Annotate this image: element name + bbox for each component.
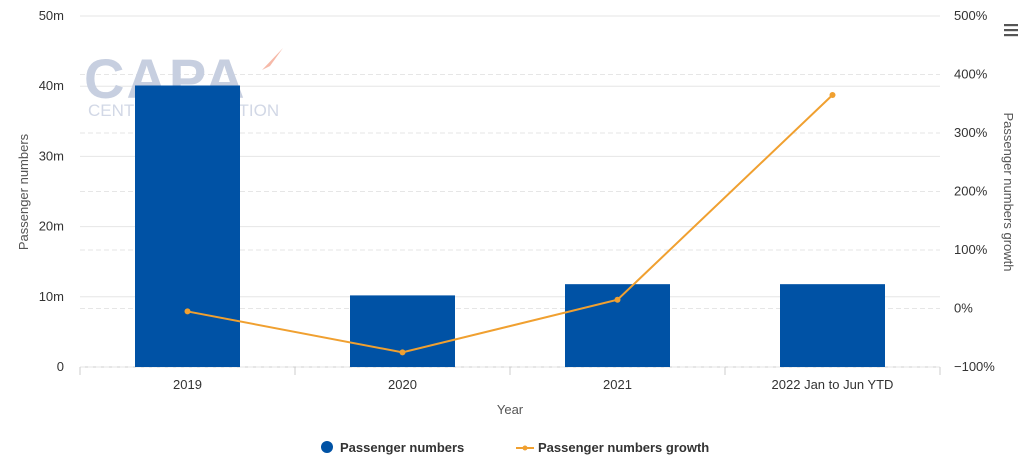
left-axis-title: Passenger numbers bbox=[16, 133, 31, 250]
growth-point[interactable] bbox=[614, 296, 621, 303]
watermark-plane-icon bbox=[262, 48, 283, 70]
growth-point[interactable] bbox=[184, 308, 191, 315]
right-axis-ticks: −100% 0% 100% 200% 300% 400% 500% bbox=[954, 8, 995, 374]
bar[interactable] bbox=[135, 85, 240, 368]
legend-bar-marker bbox=[321, 441, 333, 453]
legend-item-passenger-numbers-growth[interactable]: Passenger numbers growth bbox=[516, 440, 709, 455]
right-axis-title: Passenger numbers growth bbox=[1001, 113, 1016, 272]
right-axis-tick-label: 400% bbox=[954, 67, 988, 82]
legend: Passenger numbers Passenger numbers grow… bbox=[321, 440, 709, 455]
left-axis-tick-label: 40m bbox=[39, 78, 64, 93]
left-axis-tick-label: 0 bbox=[57, 359, 64, 374]
left-axis-ticks: 0 10m 20m 30m 40m 50m bbox=[39, 8, 64, 374]
x-tick-label: 2020 bbox=[388, 377, 417, 392]
bar[interactable] bbox=[565, 284, 670, 367]
x-axis-title: Year bbox=[497, 402, 524, 417]
right-axis-tick-label: 500% bbox=[954, 8, 988, 23]
x-axis-ticks: 2019 2020 2021 2022 Jan to Jun YTD bbox=[79, 367, 941, 392]
growth-point[interactable] bbox=[829, 91, 836, 98]
bar[interactable] bbox=[780, 284, 885, 367]
hamburger-menu-icon[interactable] bbox=[1002, 21, 1020, 39]
growth-line bbox=[187, 94, 834, 354]
right-axis-tick-label: 200% bbox=[954, 184, 988, 199]
right-axis-tick-label: 0% bbox=[954, 301, 973, 316]
legend-item-passenger-numbers[interactable]: Passenger numbers bbox=[321, 440, 464, 455]
legend-label-passenger-numbers-growth: Passenger numbers growth bbox=[538, 440, 709, 455]
right-axis-tick-label: 300% bbox=[954, 125, 988, 140]
left-axis-tick-label: 50m bbox=[39, 8, 64, 23]
left-axis-tick-label: 30m bbox=[39, 148, 64, 163]
x-tick-label: 2021 bbox=[603, 377, 632, 392]
left-axis-tick-label: 10m bbox=[39, 289, 64, 304]
growth-point[interactable] bbox=[399, 349, 406, 356]
x-tick-label: 2019 bbox=[173, 377, 202, 392]
legend-label-passenger-numbers: Passenger numbers bbox=[340, 440, 464, 455]
left-axis-tick-label: 20m bbox=[39, 219, 64, 234]
right-axis-tick-label: −100% bbox=[954, 359, 995, 374]
bar[interactable] bbox=[350, 295, 455, 367]
bar-series bbox=[135, 85, 885, 368]
x-tick-label: 2022 Jan to Jun YTD bbox=[772, 377, 894, 392]
line-series bbox=[184, 91, 836, 356]
right-axis-tick-label: 100% bbox=[954, 242, 988, 257]
legend-line-dot bbox=[522, 445, 528, 451]
